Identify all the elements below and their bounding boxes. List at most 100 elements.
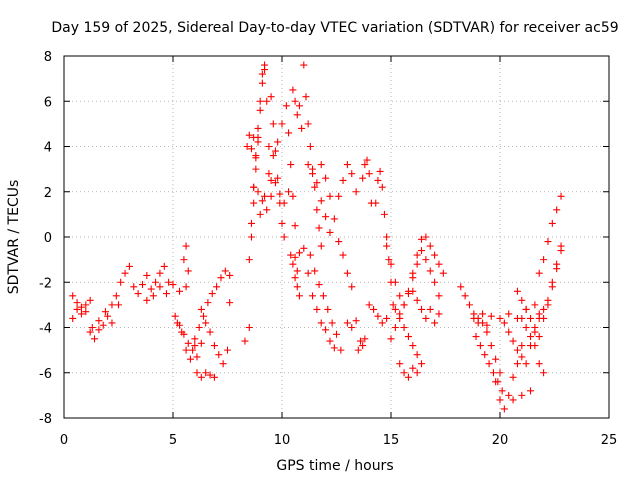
data-point-arc-32 bbox=[383, 314, 391, 322]
data-point-arc-47 bbox=[527, 387, 535, 395]
data-point-arc-42 bbox=[479, 310, 487, 318]
data-point-arc-1 bbox=[91, 335, 99, 343]
data-point-arc-3 bbox=[115, 301, 122, 309]
data-point-arc-49 bbox=[540, 369, 548, 377]
data-point-arc-53 bbox=[557, 247, 565, 255]
data-point-arc-41 bbox=[483, 328, 491, 336]
data-point-arc-1 bbox=[108, 301, 116, 309]
data-point-arc-12 bbox=[226, 299, 234, 307]
data-point-arc-27 bbox=[339, 251, 347, 259]
data-point-arc-51 bbox=[544, 238, 552, 246]
data-point-arc-9 bbox=[191, 335, 199, 343]
data-point-arc-51 bbox=[535, 269, 543, 277]
data-point-arc-14 bbox=[250, 199, 258, 207]
data-point-arc-34 bbox=[387, 260, 395, 268]
data-point-arc-42 bbox=[470, 314, 478, 322]
data-point-arc-43 bbox=[485, 360, 493, 368]
data-point-arc-25 bbox=[330, 344, 338, 352]
data-point-arc-14 bbox=[267, 176, 275, 184]
data-point-arc-19 bbox=[287, 161, 295, 169]
data-point-arc-20 bbox=[289, 260, 297, 268]
data-point-arc-6 bbox=[182, 242, 190, 250]
data-point-arc-16 bbox=[254, 188, 262, 196]
data-point-arc-36 bbox=[409, 342, 417, 350]
data-point-arc-14 bbox=[247, 233, 255, 241]
data-point-arc-26 bbox=[337, 346, 345, 354]
data-point-arc-25 bbox=[313, 305, 321, 313]
data-point-arc-16 bbox=[267, 192, 275, 200]
data-point-arc-45 bbox=[518, 353, 526, 361]
data-point-arc-1 bbox=[69, 314, 77, 322]
data-point-arc-33 bbox=[383, 233, 391, 241]
data-point-arc-4 bbox=[130, 283, 138, 291]
data-point-arc-17 bbox=[274, 138, 282, 146]
data-point-arc-49 bbox=[527, 333, 535, 341]
data-point-arc-13 bbox=[256, 97, 264, 105]
y-axis-label: SDTVAR / TECUs bbox=[6, 180, 22, 295]
data-point-arc-16 bbox=[250, 183, 258, 191]
data-point-arc-32 bbox=[370, 305, 378, 313]
data-point-arc-10 bbox=[215, 351, 223, 359]
data-point-arc-32 bbox=[365, 301, 373, 309]
data-point-arc-45 bbox=[509, 337, 517, 345]
x-tick-label: 15 bbox=[383, 433, 400, 448]
data-point-arc-36 bbox=[396, 314, 404, 322]
data-point-arc-4 bbox=[134, 290, 142, 298]
data-point-arc-23 bbox=[315, 224, 323, 232]
data-point-arc-30 bbox=[359, 174, 367, 182]
data-point-arc-27 bbox=[317, 161, 325, 169]
data-point-arc-14 bbox=[252, 165, 260, 173]
data-point-arc-8 bbox=[173, 319, 181, 327]
data-point-arc-51 bbox=[548, 219, 556, 227]
data-point-arc-42 bbox=[487, 312, 495, 320]
data-point-arc-46 bbox=[518, 296, 526, 304]
data-point-arc-2 bbox=[69, 292, 77, 300]
data-point-arc-3 bbox=[88, 324, 96, 331]
data-point-arc-49 bbox=[522, 324, 530, 331]
data-point-arc-28 bbox=[348, 170, 356, 178]
data-point-arc-40 bbox=[439, 269, 447, 277]
y-tick-label: 4 bbox=[44, 141, 52, 156]
data-point-arc-7 bbox=[184, 339, 192, 347]
data-point-arc-20 bbox=[291, 253, 299, 261]
data-point-arc-41 bbox=[457, 283, 465, 291]
data-point-arc-40 bbox=[435, 260, 443, 268]
data-point-arc-53 bbox=[553, 265, 561, 273]
data-point-arc-33 bbox=[378, 183, 386, 191]
data-point-arc-24 bbox=[317, 197, 325, 205]
data-point-arc-29 bbox=[343, 319, 351, 327]
x-tick-label: 25 bbox=[601, 433, 618, 448]
data-point-arc-53 bbox=[548, 283, 556, 291]
data-point-arc-9 bbox=[213, 283, 221, 291]
data-point-arc-3 bbox=[101, 308, 109, 316]
data-point-arc-38 bbox=[409, 287, 417, 295]
data-point-arc-5 bbox=[149, 292, 157, 300]
data-point-arc-53 bbox=[544, 301, 552, 309]
data-point-arc-31 bbox=[359, 342, 367, 350]
data-point-arc-24 bbox=[313, 179, 321, 187]
data-point-arc-1 bbox=[86, 328, 94, 336]
data-point-arc-17 bbox=[265, 170, 273, 178]
data-point-arc-52 bbox=[535, 314, 543, 322]
data-point-arc-8 bbox=[191, 342, 199, 350]
data-point-arc-38 bbox=[413, 296, 421, 304]
y-tick-label: -8 bbox=[39, 412, 52, 427]
data-point-arc-13 bbox=[258, 70, 266, 78]
data-point-arc-22 bbox=[293, 111, 301, 119]
data-point-arc-18 bbox=[276, 199, 284, 207]
data-point-arc-35 bbox=[413, 260, 421, 268]
data-point-arc-24 bbox=[326, 228, 334, 236]
data-point-arc-26 bbox=[319, 292, 327, 300]
data-point-arc-27 bbox=[343, 269, 351, 277]
data-point-arc-42 bbox=[483, 321, 491, 329]
data-point-arc-14 bbox=[265, 143, 273, 150]
data-point-arc-27 bbox=[348, 283, 356, 291]
data-point-arc-41 bbox=[465, 301, 473, 309]
data-point-arc-26 bbox=[306, 251, 314, 259]
data-point-arc-14 bbox=[263, 97, 271, 105]
data-point-arc-38 bbox=[418, 305, 426, 313]
data-point-arc-1 bbox=[73, 305, 81, 313]
data-point-arc-22 bbox=[289, 86, 297, 94]
data-point-arc-21 bbox=[291, 274, 299, 282]
data-point-arc-35 bbox=[391, 324, 399, 331]
